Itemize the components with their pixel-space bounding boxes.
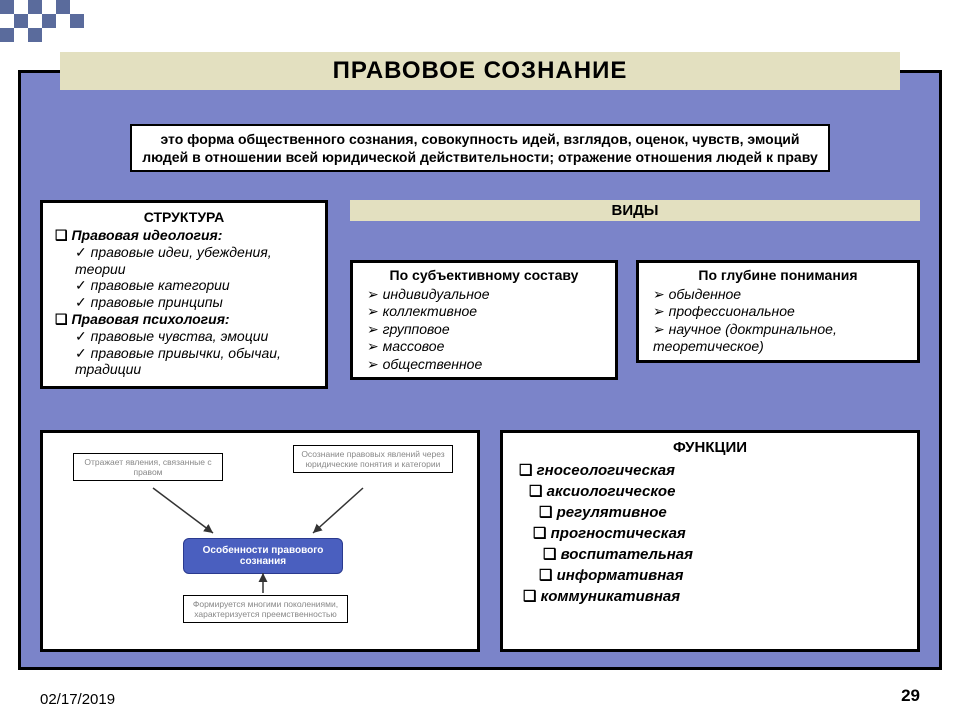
types-item: профессиональное: [653, 303, 909, 321]
types-item: массовое: [367, 338, 607, 356]
functions-header: ФУНКЦИИ: [513, 439, 907, 456]
decorative-checker: [0, 0, 200, 50]
types-item: групповое: [367, 321, 607, 339]
types-box1-header: По субъективному составу: [361, 267, 607, 284]
types-item: общественное: [367, 356, 607, 374]
structure-item: правовые принципы: [55, 294, 317, 311]
structure-section1: Правовая идеология:: [55, 227, 317, 244]
structure-header: СТРУКТУРА: [51, 209, 317, 225]
types-item: обыденное: [653, 286, 909, 304]
functions-box: ФУНКЦИИ гносеологическая аксиологическое…: [500, 430, 920, 652]
structure-item: правовые привычки, обычаи, традиции: [55, 345, 317, 379]
types-item: научное (доктринальное, теоретическое): [653, 321, 909, 356]
types-box2-header: По глубине понимания: [647, 267, 909, 284]
structure-box: СТРУКТУРА Правовая идеология: правовые и…: [40, 200, 328, 389]
structure-item: правовые идеи, убеждения, теории: [55, 244, 317, 278]
function-item: аксиологическое: [513, 481, 907, 502]
footer-date: 02/17/2019: [40, 691, 115, 708]
definition-box: это форма общественного сознания, совоку…: [130, 124, 830, 172]
types-box-subject: По субъективному составу индивидуальное …: [350, 260, 618, 380]
types-header: ВИДЫ: [350, 200, 920, 221]
types-item: коллективное: [367, 303, 607, 321]
function-item: коммуникативная: [513, 586, 907, 607]
function-item: информативная: [513, 565, 907, 586]
structure-section2: Правовая психология:: [55, 311, 317, 328]
function-item: регулятивное: [513, 502, 907, 523]
function-item: прогностическая: [513, 523, 907, 544]
structure-item: правовые чувства, эмоции: [55, 328, 317, 345]
feature-top-left: Отражает явления, связанные с правом: [73, 453, 223, 481]
feature-center: Особенности правового сознания: [183, 538, 343, 574]
features-box: Отражает явления, связанные с правом Осо…: [40, 430, 480, 652]
function-item: гносеологическая: [513, 460, 907, 481]
feature-bottom: Формируется многими поколениями, характе…: [183, 595, 348, 623]
types-box-depth: По глубине понимания обыденное профессио…: [636, 260, 920, 363]
types-item: индивидуальное: [367, 286, 607, 304]
slide-title: ПРАВОВОЕ СОЗНАНИЕ: [60, 52, 900, 90]
function-item: воспитательная: [513, 544, 907, 565]
footer-page-number: 29: [901, 686, 920, 706]
structure-item: правовые категории: [55, 277, 317, 294]
feature-top-right: Осознание правовых явлений через юридиче…: [293, 445, 453, 473]
